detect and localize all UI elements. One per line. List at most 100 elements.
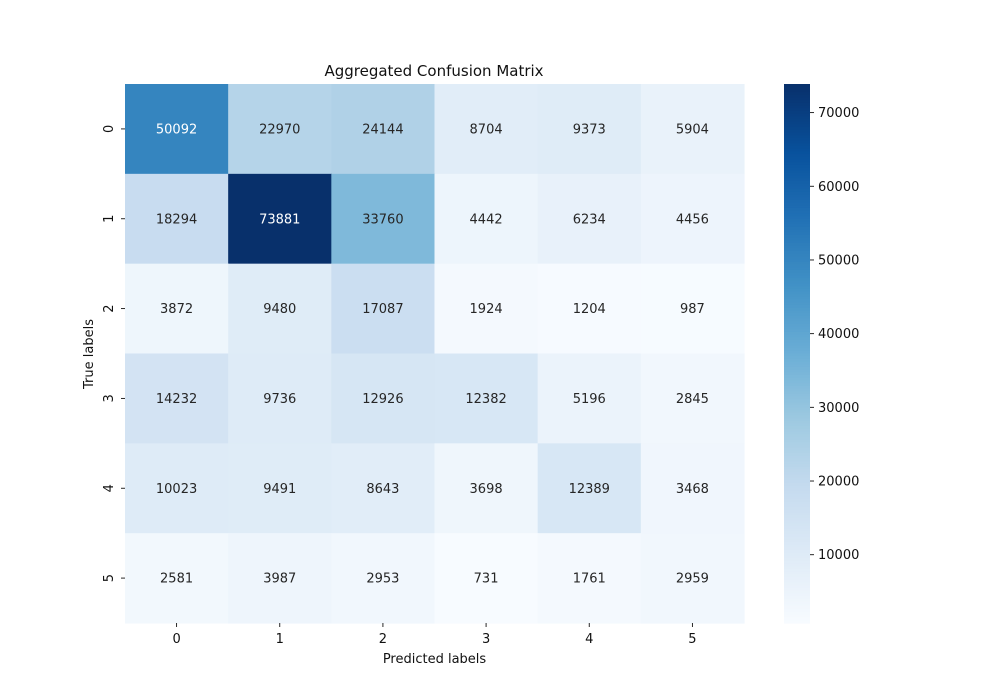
colorbar-segment	[784, 455, 810, 460]
heatmap-cell	[434, 353, 539, 444]
colorbar-segment	[784, 614, 810, 619]
colorbar-segment	[784, 434, 810, 438]
colorbar-segment	[784, 566, 810, 570]
colorbar-segment	[784, 501, 810, 506]
heatmap-cell	[125, 263, 229, 355]
colorbar-segment	[784, 334, 810, 338]
colorbar-segment	[784, 472, 810, 476]
colorbar-segment	[784, 593, 810, 597]
colorbar-segment	[784, 140, 810, 144]
colorbar-segment	[784, 358, 810, 363]
colorbar-segment	[784, 574, 810, 578]
colorbar-segment	[784, 404, 810, 408]
colorbar-segment	[784, 428, 810, 433]
heatmap-cell	[125, 353, 229, 444]
heatmap-cell	[331, 263, 436, 355]
heatmap-cell	[331, 173, 436, 265]
heatmap-cell	[228, 353, 332, 444]
cell-value-label: 4456	[676, 212, 709, 227]
colorbar-segment	[784, 232, 810, 236]
heatmap-cell	[537, 533, 642, 624]
cell-value-label: 12926	[362, 392, 403, 407]
colorbar-segment	[784, 536, 810, 541]
colorbar-segment	[784, 375, 810, 379]
x-tick-label: 0	[172, 632, 180, 647]
colorbar-segment	[784, 113, 810, 117]
colorbar-segment	[784, 582, 810, 586]
colorbar-segment	[784, 129, 810, 134]
colorbar-segment	[784, 248, 810, 252]
colorbar-segment	[784, 307, 810, 311]
colorbar-segment	[784, 402, 810, 406]
colorbar-segment	[784, 493, 810, 497]
cell-value-label: 5196	[573, 392, 606, 407]
colorbar-segment	[784, 504, 810, 508]
colorbar-segment	[784, 329, 810, 333]
heatmap-cell	[434, 84, 539, 175]
colorbar-segment	[784, 612, 810, 616]
colorbar-segment	[784, 523, 810, 527]
colorbar-segment	[784, 294, 810, 298]
y-tick-label: 5	[102, 574, 117, 582]
colorbar-segment	[784, 477, 810, 481]
colorbar-segment	[784, 286, 810, 290]
cell-value-label: 2953	[366, 572, 399, 587]
colorbar-segment	[784, 348, 810, 352]
colorbar-segment	[784, 555, 810, 559]
colorbar-segment	[784, 132, 810, 136]
heatmap-cell	[228, 173, 332, 265]
colorbar-segment	[784, 442, 810, 446]
cell-value-label: 18294	[156, 212, 197, 227]
cell-value-label: 9491	[263, 482, 296, 497]
colorbar-segment	[784, 485, 810, 489]
x-axis-label: Predicted labels	[383, 652, 487, 667]
heatmap-cell	[331, 443, 436, 534]
heatmap-cell	[228, 443, 332, 534]
cell-value-label: 2845	[676, 392, 709, 407]
colorbar-segment	[784, 547, 810, 551]
x-tick-label: 1	[276, 632, 284, 647]
colorbar-segment	[784, 202, 810, 206]
colorbar-segment	[784, 288, 810, 293]
colorbar-segment	[784, 461, 810, 465]
cell-value-label: 1924	[470, 302, 503, 317]
y-tick-label: 4	[102, 484, 117, 492]
colorbar-segment	[784, 463, 810, 468]
colorbar-segment	[784, 121, 810, 126]
colorbar-segment	[784, 207, 810, 212]
y-tick-label: 2	[102, 304, 117, 312]
colorbar-segment	[784, 172, 810, 177]
colorbar-segment	[784, 606, 810, 611]
colorbar-segment	[784, 240, 810, 244]
colorbar-segment	[784, 124, 810, 128]
colorbar-segment	[784, 213, 810, 217]
cell-value-label: 12389	[569, 482, 610, 497]
heatmap-cell	[434, 263, 539, 355]
colorbar-segment	[784, 383, 810, 387]
heatmap-cell	[125, 84, 229, 175]
colorbar-segment	[784, 361, 810, 365]
cell-value-label: 8643	[366, 482, 399, 497]
colorbar-segment	[784, 388, 810, 392]
colorbar-segment	[784, 480, 810, 484]
cell-value-label: 3872	[160, 302, 193, 317]
heatmap-cell	[537, 263, 642, 355]
colorbar-segment	[784, 609, 810, 613]
heatmap-cell	[640, 353, 745, 444]
colorbar-segment	[784, 259, 810, 263]
cell-value-label: 10023	[156, 482, 197, 497]
colorbar-segment	[784, 577, 810, 581]
cell-value-label: 731	[474, 572, 499, 587]
colorbar-segment	[784, 366, 810, 371]
heatmap-cell	[640, 263, 745, 355]
colorbar-segment	[784, 323, 810, 328]
colorbar-segment	[784, 116, 810, 120]
colorbar-segment	[784, 143, 810, 147]
heatmap-cell	[537, 443, 642, 534]
colorbar-segment	[784, 102, 810, 107]
colorbar-segment	[784, 159, 810, 163]
colorbar-segment	[784, 89, 810, 93]
colorbar-segment	[784, 604, 810, 608]
heatmap-cell	[537, 173, 642, 265]
